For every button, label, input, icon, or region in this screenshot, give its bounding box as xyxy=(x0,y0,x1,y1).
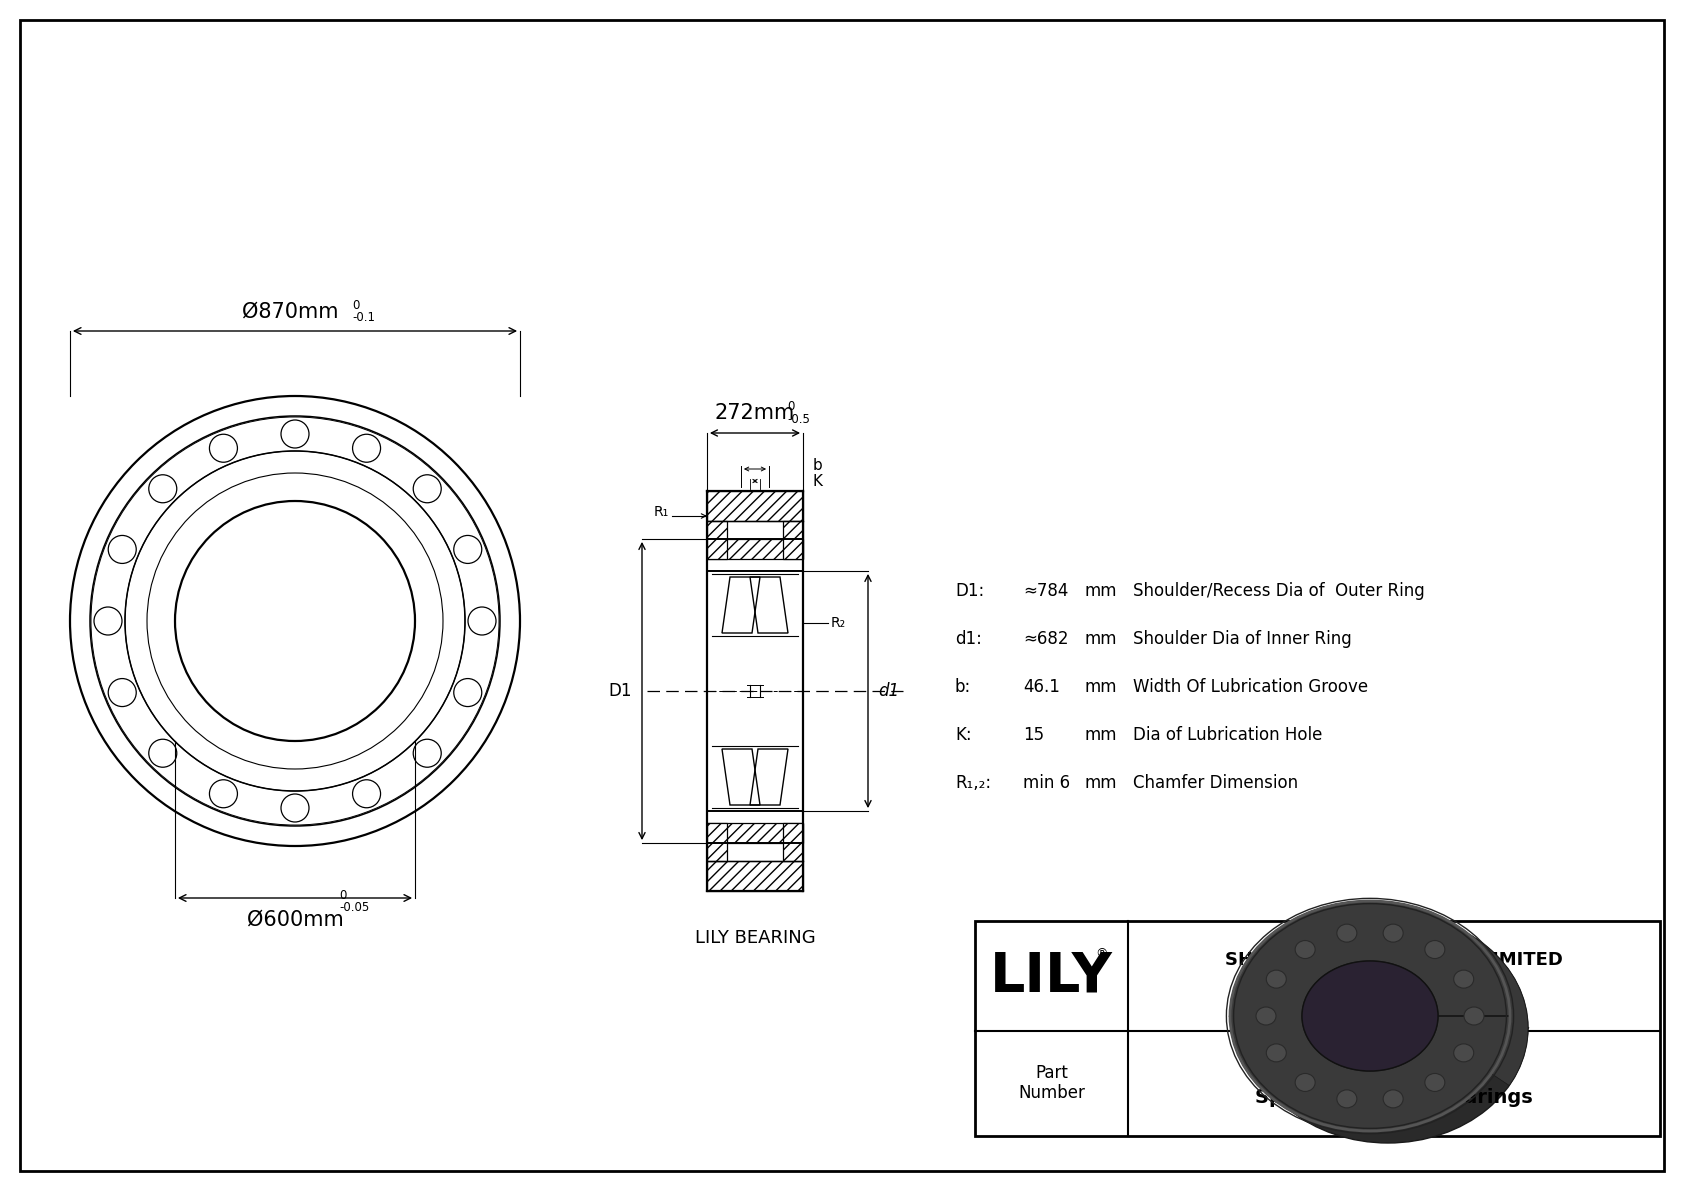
Text: 15: 15 xyxy=(1022,727,1044,744)
Text: K:: K: xyxy=(955,727,972,744)
Ellipse shape xyxy=(1383,1090,1403,1108)
Text: Width Of Lubrication Groove: Width Of Lubrication Groove xyxy=(1133,678,1367,696)
Polygon shape xyxy=(783,823,803,861)
Text: 272mm: 272mm xyxy=(716,403,795,423)
Text: d1: d1 xyxy=(877,682,899,700)
Text: D1:: D1: xyxy=(955,582,983,600)
Ellipse shape xyxy=(1463,1008,1484,1025)
Text: Shoulder Dia of Inner Ring: Shoulder Dia of Inner Ring xyxy=(1133,630,1352,648)
Text: R₂: R₂ xyxy=(830,616,845,630)
Text: 46.1: 46.1 xyxy=(1022,678,1059,696)
Text: min 6: min 6 xyxy=(1022,774,1069,792)
Text: 0: 0 xyxy=(786,400,795,413)
Text: SHANGHAI LILY BEARING LIMITED: SHANGHAI LILY BEARING LIMITED xyxy=(1224,950,1563,969)
Text: Shoulder/Recess Dia of  Outer Ring: Shoulder/Recess Dia of Outer Ring xyxy=(1133,582,1425,600)
Polygon shape xyxy=(707,823,803,843)
Bar xyxy=(975,921,1660,1136)
Text: mm: mm xyxy=(1084,774,1118,792)
Text: mm: mm xyxy=(1084,678,1118,696)
Text: 240/600 BC: 240/600 BC xyxy=(1314,1058,1474,1081)
Text: mm: mm xyxy=(1084,582,1118,600)
Text: ®: ® xyxy=(1096,948,1108,960)
Text: R₁: R₁ xyxy=(653,505,669,519)
Text: b: b xyxy=(813,459,823,474)
Polygon shape xyxy=(707,491,803,520)
Polygon shape xyxy=(707,540,803,559)
Text: -0.1: -0.1 xyxy=(352,311,376,324)
Text: d1:: d1: xyxy=(955,630,982,648)
Text: Spherical Roller Bearings: Spherical Roller Bearings xyxy=(1255,1089,1532,1106)
Text: Email: lilybearing@lily-bearing.com: Email: lilybearing@lily-bearing.com xyxy=(1271,983,1517,997)
Text: LILY: LILY xyxy=(990,949,1113,1003)
Text: LILY BEARING: LILY BEARING xyxy=(695,929,815,947)
Polygon shape xyxy=(783,520,803,559)
Text: ≈784: ≈784 xyxy=(1022,582,1068,600)
Text: Part: Part xyxy=(1036,1065,1068,1083)
Ellipse shape xyxy=(1266,1043,1287,1062)
Text: Number: Number xyxy=(1019,1085,1084,1103)
Ellipse shape xyxy=(1337,1090,1357,1108)
Ellipse shape xyxy=(1383,924,1403,942)
Ellipse shape xyxy=(1266,971,1287,989)
Ellipse shape xyxy=(1295,941,1315,959)
Ellipse shape xyxy=(1425,1073,1445,1091)
Polygon shape xyxy=(707,823,727,861)
Text: Ø600mm: Ø600mm xyxy=(246,910,344,930)
Text: ≈682: ≈682 xyxy=(1022,630,1069,648)
Text: -0.05: -0.05 xyxy=(338,902,369,913)
Ellipse shape xyxy=(1320,973,1457,1083)
Text: mm: mm xyxy=(1084,727,1118,744)
Text: 0: 0 xyxy=(338,888,347,902)
Ellipse shape xyxy=(1453,971,1474,989)
Text: mm: mm xyxy=(1084,630,1118,648)
Text: -0.5: -0.5 xyxy=(786,413,810,426)
Ellipse shape xyxy=(1425,941,1445,959)
Text: Chamfer Dimension: Chamfer Dimension xyxy=(1133,774,1298,792)
Text: 0: 0 xyxy=(352,299,359,312)
Polygon shape xyxy=(707,861,803,891)
Ellipse shape xyxy=(1295,1073,1315,1091)
Ellipse shape xyxy=(1256,1008,1276,1025)
Text: Dia of Lubrication Hole: Dia of Lubrication Hole xyxy=(1133,727,1322,744)
Ellipse shape xyxy=(1453,1043,1474,1062)
Ellipse shape xyxy=(1248,913,1527,1143)
Ellipse shape xyxy=(1302,961,1438,1071)
Text: b:: b: xyxy=(955,678,972,696)
Text: D1: D1 xyxy=(608,682,632,700)
Text: R₁,₂:: R₁,₂: xyxy=(955,774,992,792)
Text: Ø870mm: Ø870mm xyxy=(242,303,338,322)
Polygon shape xyxy=(707,520,727,559)
Text: K: K xyxy=(813,474,823,488)
Polygon shape xyxy=(1229,902,1511,1131)
Polygon shape xyxy=(1229,902,1527,1085)
Ellipse shape xyxy=(1337,924,1357,942)
